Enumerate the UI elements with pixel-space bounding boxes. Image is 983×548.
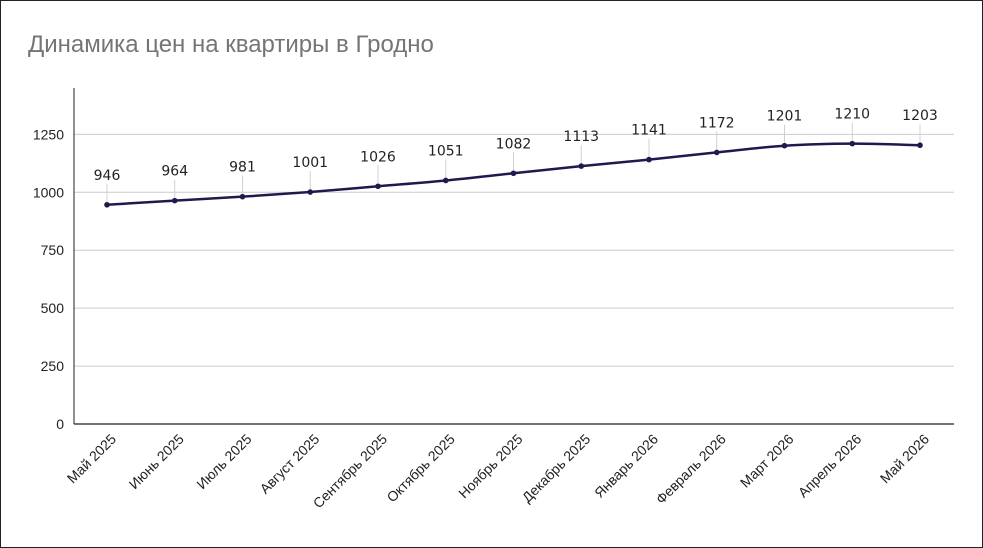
data-label: 1026 (360, 149, 396, 165)
x-tick-label: Май 2026 (877, 431, 933, 487)
data-point (578, 163, 585, 169)
data-point (239, 193, 246, 200)
x-tick-label: Январь 2026 (591, 431, 661, 501)
data-point (442, 177, 449, 184)
data-point (171, 197, 178, 204)
axes (73, 88, 954, 425)
data-label: 981 (229, 160, 256, 176)
y-tick-labels: 0 250 500 750 1000 1250 (33, 126, 64, 432)
data-label: 1082 (496, 136, 532, 152)
x-tick-label: Ноябрь 2025 (455, 431, 526, 502)
data-label: 1210 (834, 107, 870, 123)
y-tick-label: 500 (41, 300, 65, 316)
y-tick-label: 250 (41, 358, 65, 374)
y-tick-label: 750 (41, 242, 65, 258)
x-tick-label: Февраль 2026 (653, 431, 729, 507)
data-label: 1172 (699, 115, 735, 131)
x-tick-label: Август 2025 (256, 431, 322, 497)
label-leaders (106, 122, 921, 202)
data-label: 1113 (563, 129, 599, 145)
y-tick-label: 1250 (33, 126, 64, 142)
x-tick-label: Май 2025 (64, 431, 120, 487)
data-labels: 946 964 981 1001 1026 1051 1082 1113 1141 1172 120… (94, 107, 938, 184)
data-point (510, 170, 517, 177)
data-point (375, 183, 381, 190)
chart-title: Динамика цен на квартиры в Гродно (28, 31, 434, 58)
data-label: 1201 (767, 109, 803, 125)
x-tick-label: Июнь 2025 (126, 431, 187, 492)
x-tick-label: Октябрь 2025 (383, 431, 458, 506)
data-label: 946 (94, 168, 121, 184)
data-point (917, 142, 923, 149)
data-label: 1001 (292, 155, 328, 171)
y-tick-label: 1000 (33, 184, 64, 200)
data-point (307, 189, 314, 195)
x-tick-label: Март 2026 (737, 431, 797, 491)
data-label: 964 (161, 164, 188, 180)
data-label: 1141 (631, 123, 667, 139)
data-point (849, 140, 856, 147)
x-tick-label: Декабрь 2025 (519, 431, 594, 506)
data-points (104, 140, 923, 208)
x-tick-labels: Май 2025 Июнь 2025 Июль 2025 Август 2025Сен… (64, 431, 933, 512)
x-tick-label: Июль 2025 (193, 431, 254, 492)
data-point (646, 156, 652, 163)
data-point (104, 201, 110, 208)
data-point (713, 149, 720, 156)
x-tick-label: Апрель 2026 (795, 431, 865, 501)
data-label: 1051 (428, 143, 464, 159)
y-tick-label: 0 (56, 416, 64, 432)
gridlines (74, 133, 954, 367)
data-label: 1203 (902, 108, 938, 124)
data-point (781, 142, 788, 149)
x-tick-label: Сентябрь 2025 (310, 431, 391, 512)
